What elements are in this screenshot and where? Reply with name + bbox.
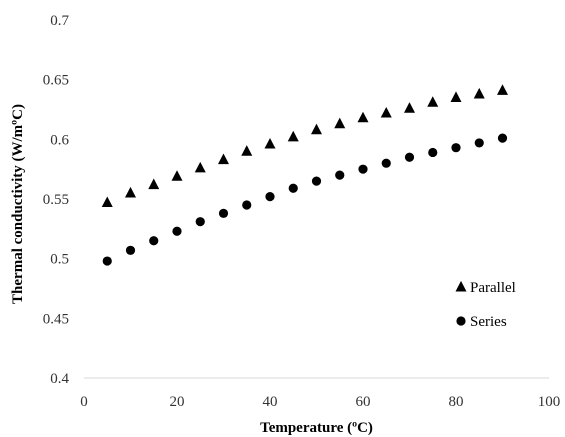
parallel-point: [497, 84, 508, 95]
parallel-point: [334, 117, 346, 129]
x-tick-label: 100: [538, 394, 561, 410]
series-point: [451, 143, 461, 153]
parallel-point: [311, 123, 322, 135]
y-tick-label: 0.4: [50, 371, 69, 387]
parallel-point: [101, 196, 113, 208]
y-tick-label: 0.5: [50, 252, 69, 268]
y-tick-label: 0.45: [43, 311, 69, 327]
parallel-point: [171, 170, 183, 181]
y-axis-ticks: 0.4 0.45 0.5 0.55 0.6 0.65 0.7: [43, 13, 70, 387]
parallel-point: [450, 91, 462, 103]
plot-area: [101, 84, 508, 266]
parallel-point: [473, 87, 485, 99]
x-axis-ticks: 0 20 40 60 80 100: [80, 394, 560, 410]
series-point: [242, 200, 252, 210]
series-point: [195, 217, 205, 227]
legend-label-parallel: Parallel: [470, 280, 516, 296]
series-point: [102, 256, 112, 266]
parallel-point: [241, 145, 253, 156]
parallel-point: [287, 130, 299, 142]
series-point: [497, 133, 508, 143]
series-point: [149, 236, 159, 246]
x-tick-label: 80: [449, 394, 464, 410]
parallel-point: [380, 106, 392, 118]
x-axis-title: Temperature (ºC): [260, 420, 373, 436]
series-point: [172, 226, 182, 236]
parallel-point: [194, 161, 206, 173]
series-point: [381, 158, 391, 168]
parallel-point: [218, 153, 229, 165]
series-point: [288, 183, 298, 193]
series-point: [265, 192, 275, 202]
x-tick-label: 60: [356, 394, 371, 410]
parallel-point: [264, 137, 276, 149]
series-point: [311, 176, 322, 186]
parallel-point: [427, 96, 439, 107]
x-tick-label: 0: [80, 394, 88, 410]
series-point: [358, 164, 368, 174]
legend-marker-parallel: [455, 280, 467, 292]
x-tick-label: 20: [170, 394, 185, 410]
parallel-point: [125, 186, 136, 198]
series-point: [335, 170, 345, 180]
y-tick-label: 0.7: [50, 13, 69, 29]
series-point: [404, 152, 415, 162]
y-axis-title: Thermal conductivity (W/mºC): [10, 104, 26, 304]
series-point: [125, 245, 136, 255]
y-tick-label: 0.6: [50, 132, 69, 148]
parallel-point: [404, 102, 415, 113]
y-tick-label: 0.55: [43, 192, 69, 208]
parallel-point: [357, 111, 369, 123]
series-point: [218, 208, 229, 218]
series-point: [428, 147, 438, 158]
parallel-point: [148, 178, 160, 190]
series-parallel: [101, 84, 508, 208]
x-tick-label: 40: [263, 394, 278, 410]
y-tick-label: 0.65: [43, 73, 69, 89]
legend: Parallel Series: [455, 280, 516, 330]
series-point: [474, 138, 484, 148]
legend-marker-series: [456, 316, 466, 326]
legend-label-series: Series: [470, 314, 507, 330]
series-series: [102, 133, 508, 266]
